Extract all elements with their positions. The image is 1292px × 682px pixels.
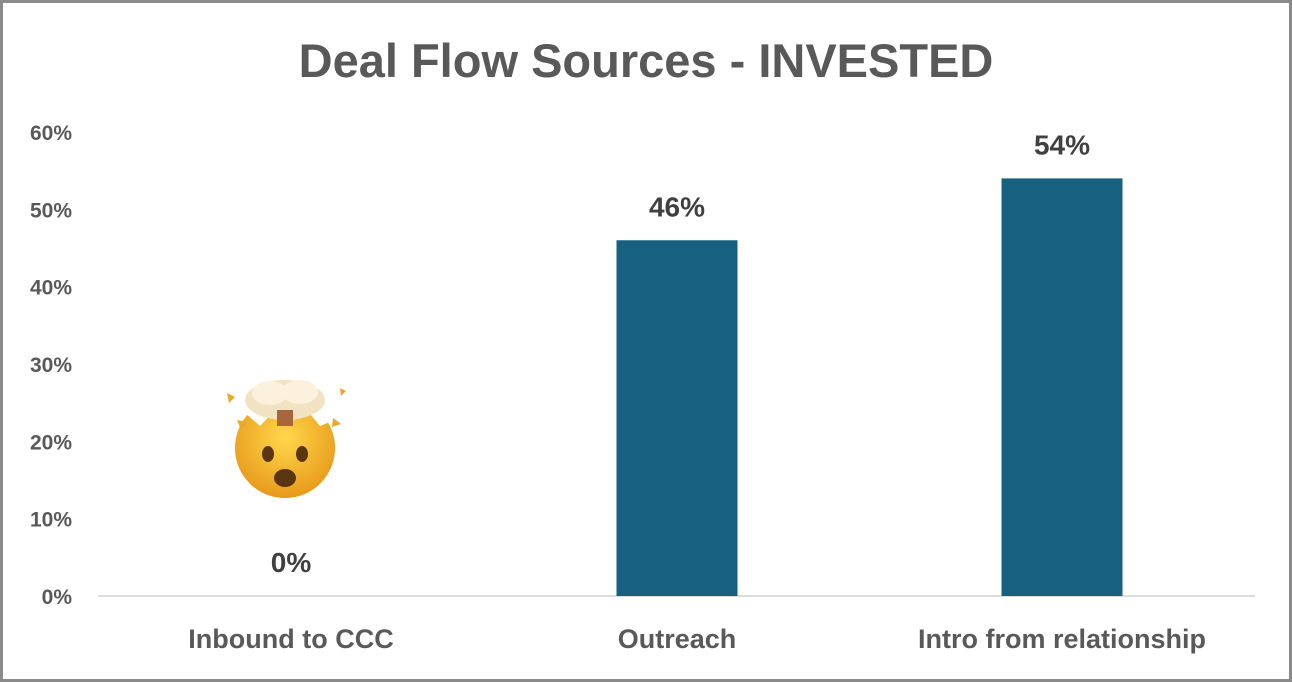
y-tick-label: 40% xyxy=(30,277,72,300)
y-tick-label: 10% xyxy=(30,509,72,532)
category-label: Intro from relationship xyxy=(918,624,1206,654)
y-tick-label: 20% xyxy=(30,431,72,454)
data-label: 46% xyxy=(649,191,705,222)
data-label: 54% xyxy=(1034,129,1090,160)
y-tick-label: 50% xyxy=(30,199,72,222)
y-tick-label: 0% xyxy=(42,586,73,609)
bar-chart: 0% 10% 20% 30% 40% 50% 60% 0% 46% 54% Inbound to… xyxy=(30,122,1255,654)
exploding-head-emoji-icon xyxy=(227,380,346,498)
bar xyxy=(616,240,738,596)
chart-title: Deal Flow Sources - INVESTED xyxy=(298,34,994,87)
bar xyxy=(1001,178,1123,596)
y-tick-label: 30% xyxy=(30,354,72,377)
category-label: Inbound to CCC xyxy=(188,624,393,654)
data-label: 0% xyxy=(271,547,312,578)
y-tick-label: 60% xyxy=(30,122,72,145)
category-label: Outreach xyxy=(618,624,737,654)
